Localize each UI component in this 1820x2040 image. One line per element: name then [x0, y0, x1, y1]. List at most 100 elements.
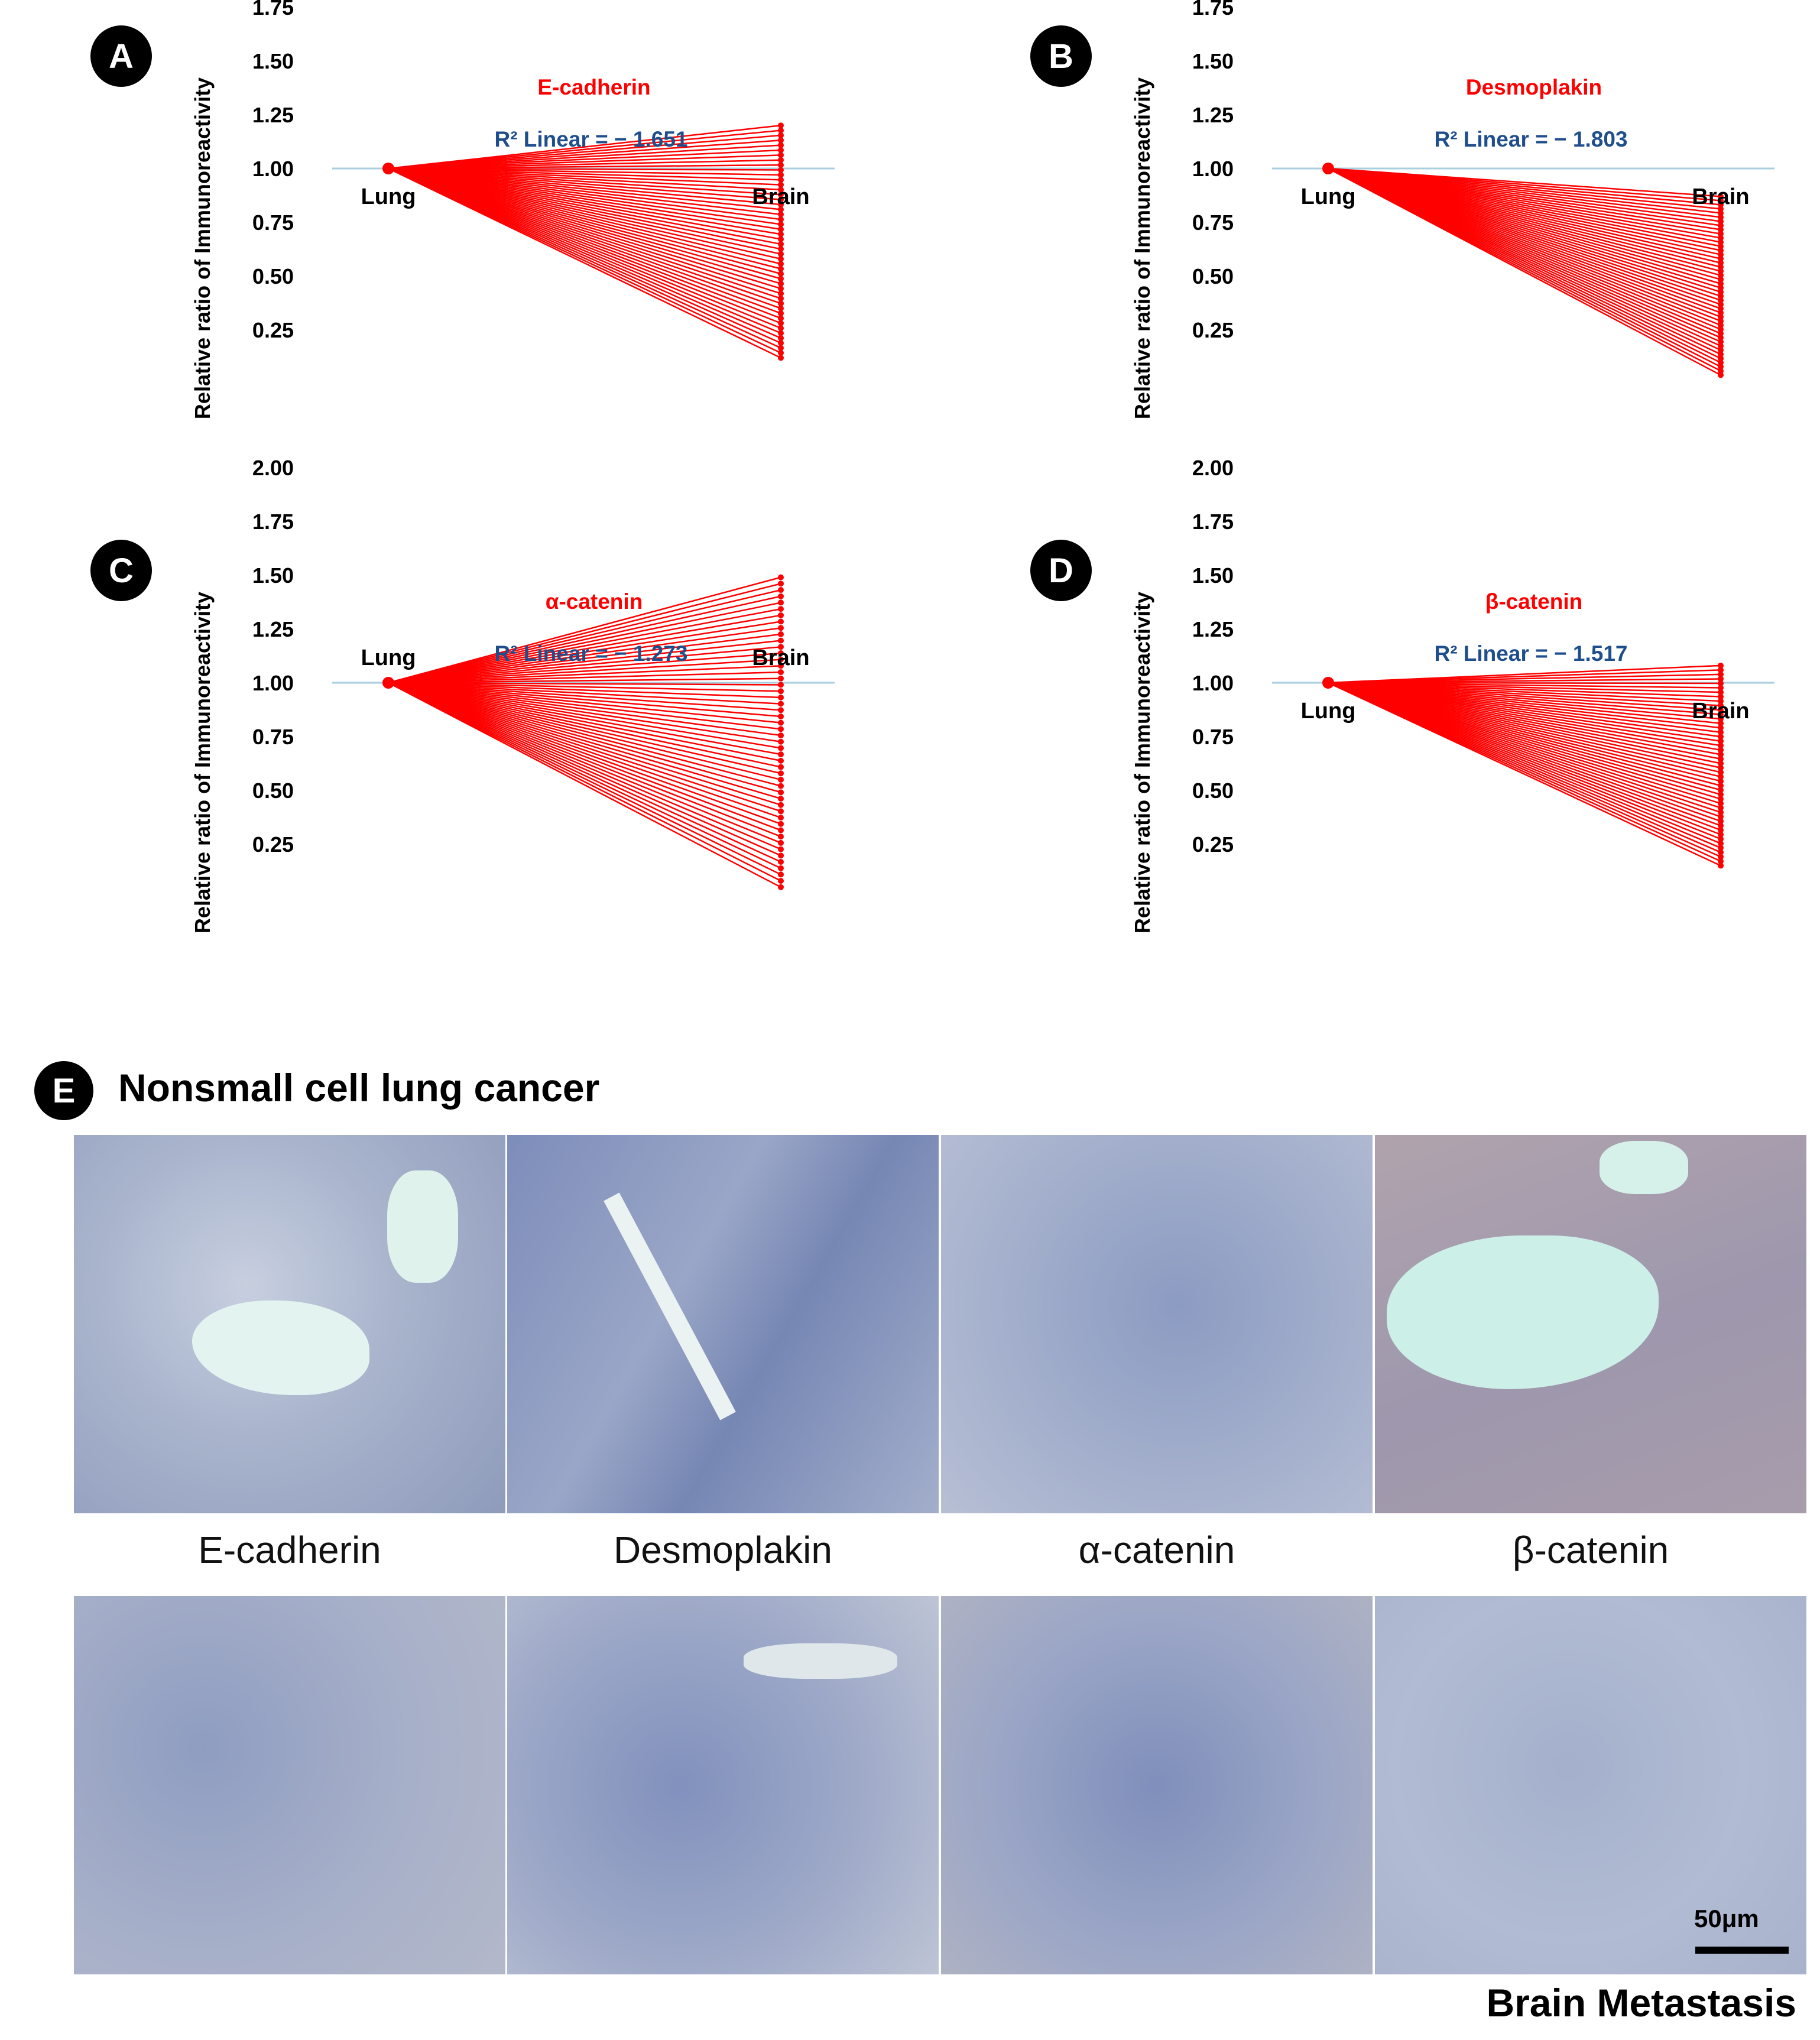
- y-tick-label: 0.75: [252, 725, 294, 749]
- data-line: [388, 682, 781, 718]
- brain-point: [778, 726, 784, 732]
- brain-point: [778, 122, 784, 129]
- brain-point: [1718, 231, 1724, 237]
- brain-point: [1718, 729, 1724, 735]
- brain-point: [1718, 725, 1724, 731]
- marker-label-beta-catenin: β-catenin: [1512, 1529, 1669, 1571]
- brain-point: [778, 305, 784, 312]
- brain-point: [1718, 685, 1724, 691]
- data-line: [388, 134, 781, 170]
- brain-point: [1718, 796, 1724, 802]
- data-line: [1328, 673, 1721, 684]
- data-line: [388, 167, 781, 220]
- brain-point: [778, 171, 784, 178]
- brain-point: [1718, 251, 1724, 258]
- brain-point: [778, 820, 784, 827]
- chart-title: β-catenin: [1485, 589, 1582, 614]
- brain-point: [778, 236, 784, 242]
- data-line: [388, 682, 781, 762]
- data-line: [388, 682, 781, 749]
- r-squared-annotation: R² Linear = − 1.651: [494, 127, 687, 151]
- y-tick-label: 1.75: [252, 510, 294, 534]
- brain-point: [778, 738, 784, 745]
- brain-point: [1718, 689, 1724, 696]
- data-line: [388, 682, 781, 875]
- data-line: [388, 167, 781, 245]
- brain-point: [1718, 264, 1724, 270]
- histology-lung-beta-catenin: [1375, 1135, 1806, 1513]
- data-line: [388, 167, 781, 280]
- data-line: [388, 144, 781, 170]
- data-line: [388, 167, 781, 329]
- data-line: [388, 671, 781, 684]
- data-line: [388, 608, 781, 684]
- data-line: [388, 682, 781, 755]
- brain-point: [778, 216, 784, 223]
- data-line: [388, 682, 781, 831]
- y-axis-title: Relative ratio of Immunoreactivity: [1130, 77, 1154, 419]
- brain-point: [1718, 862, 1724, 869]
- data-line: [388, 682, 781, 737]
- data-line: [388, 167, 781, 290]
- brain-point: [1718, 322, 1724, 329]
- brain-point: [778, 186, 784, 193]
- brain-point: [1718, 693, 1724, 700]
- data-line: [388, 167, 781, 191]
- data-line: [388, 167, 781, 265]
- brain-point: [1718, 800, 1724, 807]
- data-line: [388, 682, 781, 699]
- brain-point: [778, 751, 784, 758]
- data-line: [388, 682, 781, 768]
- y-tick-label: 0.25: [252, 832, 294, 857]
- data-line: [388, 167, 781, 294]
- x-label-brain: Brain: [752, 646, 809, 670]
- brain-point: [1718, 210, 1724, 216]
- data-line: [388, 167, 781, 319]
- histology-brain-e-cadherin: [74, 1596, 505, 1974]
- panel-label-badge-a: [90, 25, 152, 87]
- panel-label-c: C: [109, 552, 134, 590]
- brain-point: [778, 295, 784, 301]
- y-tick-label: 0.50: [1192, 779, 1234, 803]
- brain-point: [778, 142, 784, 148]
- brain-point: [1718, 760, 1724, 767]
- brain-point: [778, 127, 784, 134]
- data-line: [388, 124, 781, 170]
- brain-point: [1718, 822, 1724, 829]
- chart-title: E-cadherin: [537, 75, 650, 99]
- brain-point: [1718, 306, 1724, 312]
- brain-point: [778, 345, 784, 351]
- brain-point: [778, 231, 784, 238]
- brain-point: [778, 606, 784, 612]
- brain-point: [778, 241, 784, 247]
- brain-point: [778, 349, 784, 356]
- brain-point: [1718, 330, 1724, 337]
- data-line: [388, 167, 781, 231]
- brain-point: [778, 783, 784, 789]
- y-tick-label: 1.25: [1192, 617, 1234, 641]
- line-chart-panels: A Relative ratio of Immunoreactivity 2.00 1…: [90, 0, 1774, 933]
- brain-point: [778, 650, 784, 657]
- panel-label-b: B: [1049, 37, 1073, 76]
- brain-point: [778, 815, 784, 821]
- data-line: [388, 149, 781, 170]
- brain-point: [1718, 680, 1724, 686]
- brain-point: [778, 770, 784, 777]
- brain-point: [1718, 818, 1724, 825]
- brain-point: [1718, 662, 1724, 669]
- data-line: [388, 652, 781, 684]
- footer-brain-metastasis: Brain Metastasis: [1486, 1981, 1796, 2025]
- brain-point: [778, 757, 784, 764]
- brain-point: [1718, 260, 1724, 266]
- brain-point: [778, 574, 784, 580]
- brain-point: [778, 137, 784, 144]
- data-line: [388, 682, 781, 844]
- brain-point: [778, 202, 784, 208]
- data-line: [388, 167, 781, 255]
- data-line: [388, 682, 781, 882]
- data-line: [388, 167, 781, 304]
- brain-point: [1718, 326, 1724, 333]
- brain-point: [778, 196, 784, 203]
- brain-point: [1718, 301, 1724, 307]
- data-line: [388, 167, 781, 210]
